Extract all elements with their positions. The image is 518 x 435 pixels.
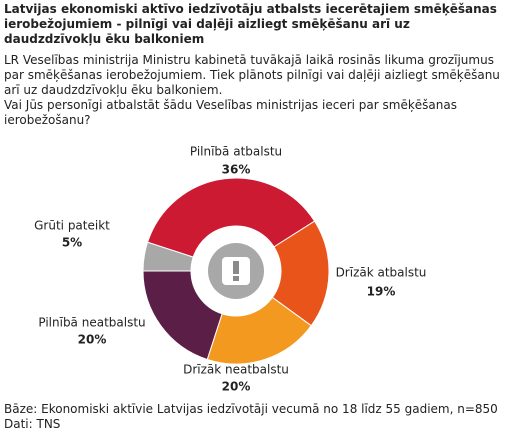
slice-label: Drīzāk neatbalstu	[183, 363, 289, 377]
icon-mark	[233, 261, 239, 274]
value-label: 19%	[367, 285, 396, 299]
slice-label: Pilnībā neatbalstu	[38, 316, 145, 330]
slice	[142, 270, 223, 361]
value-label: 36%	[222, 163, 251, 177]
base-note: Bāze: Ekonomiski aktīvie Latvijas iedzīv…	[4, 402, 498, 416]
source-note: Dati: TNS	[4, 417, 61, 431]
intro: LR Veselības ministrija Ministru kabinet…	[4, 53, 500, 97]
slice-label: Drīzāk atbalstu	[336, 266, 427, 280]
icon-dot	[233, 276, 239, 281]
slice-label: Grūti pateikt	[34, 219, 110, 233]
value-label: 20%	[222, 380, 251, 394]
question: Vai Jūs personīgi atbalstāt šādu Veselīb…	[4, 98, 457, 127]
value-label: 5%	[62, 236, 82, 250]
slice	[146, 177, 316, 258]
slice-label: Pilnībā atbalstu	[190, 145, 282, 159]
value-label: 20%	[78, 333, 107, 347]
title: Latvijas ekonomiski aktīvo iedzīvotāju a…	[4, 2, 497, 46]
slice	[142, 241, 194, 272]
